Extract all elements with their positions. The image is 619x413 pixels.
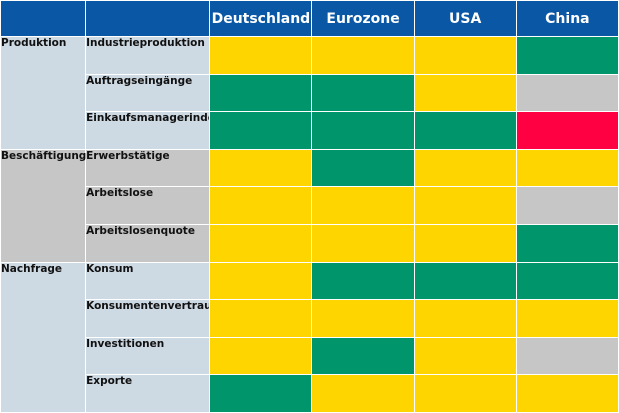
status-cell [413,186,517,226]
row-label: Auftragseingänge [85,73,211,113]
status-cell [413,148,517,188]
status-cell [209,111,313,150]
header-deutschland: Deutschland [209,0,313,38]
status-cell [311,36,415,75]
table-row: Produktion Industrieproduktion [0,36,619,150]
table-row: Investitionen [1,336,619,376]
row-label: Industrieproduktion [85,36,211,75]
status-cell [209,374,313,413]
header-row: Deutschland Eurozone USA China [0,0,619,38]
status-cell [515,111,619,150]
header-blank-label [85,0,211,38]
status-cell [413,261,517,301]
row-label: Erwerbstätige [85,148,211,188]
status-cell [515,36,619,75]
row-label: Arbeitslosenquote [85,224,211,263]
status-cell [311,111,415,150]
table-row: Auftragseingänge [1,73,619,113]
status-cell [311,148,415,188]
status-cell [413,336,517,376]
row-label: Konsumentenvertrauen [85,299,211,338]
status-cell [311,374,415,413]
status-cell [209,336,313,376]
row-label: Exporte [85,374,211,413]
status-cell [311,73,415,113]
status-cell [209,186,313,226]
status-cell [209,36,313,75]
status-cell [209,148,313,188]
header-blank-group [0,0,87,38]
status-cell [413,111,517,150]
status-cell [311,186,415,226]
group-label-beschaeftigung: Beschäftigung [0,148,86,263]
status-cell [209,224,313,263]
status-cell [413,36,517,75]
header-china: China [515,0,619,38]
status-cell [515,224,619,263]
table-row: Nachfrage Konsum [0,261,619,413]
status-cell [311,261,415,301]
table-row: Arbeitslose [1,186,619,226]
status-cell [515,148,619,188]
status-cell [311,299,415,338]
table-row: Konsumentenvertrauen [1,299,619,338]
table-row: Arbeitslosenquote [1,224,619,263]
row-label: Arbeitslose [85,186,211,226]
status-cell [413,299,517,338]
status-cell [515,261,619,301]
header-usa: USA [413,0,517,38]
status-cell [413,73,517,113]
row-label: Einkaufsmanagerindex [85,111,211,150]
status-cell [413,224,517,263]
status-cell [311,224,415,263]
header-eurozone: Eurozone [311,0,415,38]
status-cell [413,374,517,413]
status-cell [515,299,619,338]
row-label: Investitionen [85,336,211,376]
row-label: Konsum [85,261,211,301]
group-label-nachfrage: Nachfrage [0,261,87,413]
group-label-produktion: Produktion [0,36,87,150]
status-cell [515,186,619,226]
status-cell [209,261,313,301]
table-row: Beschäftigung Erwerbstätige [0,148,619,263]
table-row: Einkaufsmanagerindex [1,111,619,150]
status-cell [515,73,619,113]
status-cell [515,374,619,413]
status-cell [209,73,313,113]
table-row: Exporte [1,374,619,413]
status-cell [311,336,415,376]
status-cell [209,299,313,338]
status-cell [515,336,619,376]
